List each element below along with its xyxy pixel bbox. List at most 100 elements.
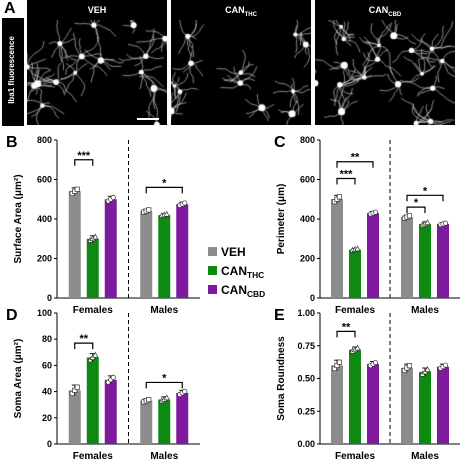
category-label: Males (150, 305, 178, 316)
y-tick-label: 0.50 (297, 374, 315, 384)
y-tick-label: 80 (42, 334, 52, 344)
bar (401, 368, 413, 444)
y-tick-label: 0 (47, 293, 52, 303)
legend-label: CANTHC (221, 264, 264, 280)
category-label: Females (335, 305, 375, 316)
micrograph-can-cbd: CANCBD (315, 0, 455, 125)
significance-bracket (336, 330, 356, 338)
y-tick-label: 0 (310, 293, 315, 303)
bar (367, 364, 379, 444)
micrograph-can-cbd-image (315, 20, 455, 125)
legend-swatch (208, 247, 217, 256)
scale-bar (137, 118, 159, 120)
significance-label: *** (340, 169, 354, 181)
significance-bracket (406, 194, 444, 202)
significance-bracket (145, 381, 183, 389)
data-point (146, 207, 152, 213)
bar (104, 379, 117, 444)
category-label: Males (411, 451, 439, 462)
significance-bracket (74, 342, 94, 350)
legend-label: VEH (221, 245, 246, 259)
significance-bracket (336, 161, 374, 168)
y-tick-label: 200 (300, 254, 315, 264)
bar (140, 211, 153, 298)
data-point (406, 363, 413, 369)
significance-label: ** (79, 333, 88, 345)
y-tick-label: 60 (42, 360, 52, 370)
data-point (354, 344, 361, 351)
bar (104, 199, 117, 298)
bar (401, 217, 413, 298)
micrograph-can-thc-image (171, 20, 311, 125)
chart-panel-e: E 0.00 0.25 0.50 0.75 1.00 Soma Roundness Femal… (274, 307, 460, 462)
y-tick-label: 0.25 (297, 406, 315, 416)
y-axis-label: Soma Area (μm²) (13, 339, 24, 419)
panel-letter-a: A (4, 0, 16, 17)
legend-label: CANCBD (221, 283, 265, 299)
micrograph-veh-image (27, 20, 167, 125)
y-tick-label: 40 (42, 387, 52, 397)
micrograph-can-thc: CANTHC (171, 0, 311, 125)
data-point (92, 233, 99, 240)
data-point (163, 210, 170, 217)
y-tick-label: 20 (42, 413, 52, 423)
y-axis-label: Perimeter (μm) (276, 184, 287, 255)
category-label: Males (150, 451, 178, 462)
y-tick-label: 800 (37, 135, 52, 145)
data-point (354, 245, 361, 252)
bar (68, 191, 81, 298)
y-tick-label: 1.00 (297, 308, 315, 318)
data-point (442, 220, 449, 226)
data-point (92, 351, 99, 358)
data-point (442, 362, 449, 368)
bar (349, 249, 361, 298)
y-tick-label: 0.75 (297, 341, 315, 351)
bar (176, 204, 189, 298)
data-point (372, 209, 379, 215)
y-tick-label: 200 (37, 254, 52, 264)
bar (158, 215, 171, 298)
bar (86, 357, 99, 444)
y-tick-label: 600 (300, 175, 315, 185)
data-point (74, 186, 80, 192)
bar (86, 238, 99, 298)
data-point (146, 397, 152, 403)
bar (331, 199, 343, 298)
bar (419, 223, 431, 298)
significance-label: ** (342, 321, 351, 333)
legend-swatch (208, 266, 217, 275)
data-point (336, 359, 343, 365)
category-label: Females (73, 305, 113, 316)
category-label: Males (411, 305, 439, 316)
data-point (372, 359, 379, 366)
significance-bracket (406, 206, 426, 214)
significance-label: * (423, 185, 428, 197)
bar (176, 392, 189, 444)
legend: VEH CANTHC CANCBD (208, 245, 265, 299)
data-point (424, 219, 431, 226)
significance-bracket (145, 186, 183, 194)
data-point (424, 366, 431, 372)
bar (140, 400, 153, 444)
y-tick-label: 0.00 (297, 439, 315, 449)
y-tick-label: 800 (300, 135, 315, 145)
y-tick-label: 100 (37, 308, 52, 318)
bar (68, 390, 81, 444)
bar (367, 213, 379, 298)
data-point (182, 388, 188, 394)
bar (437, 223, 449, 298)
data-point (182, 200, 188, 206)
bar (437, 366, 449, 444)
y-tick-label: 600 (37, 175, 52, 185)
category-label: Females (335, 451, 375, 462)
bar (349, 349, 361, 444)
data-point (74, 384, 80, 390)
data-point (110, 374, 116, 381)
significance-bracket (74, 159, 94, 166)
chart-panel-b: B 0 200 400 600 800 Surface Area (μm²) Females M… (6, 134, 200, 316)
panel-letter-e: E (274, 307, 285, 324)
significance-bracket (336, 177, 356, 185)
chart-panel-d: D 0 20 40 60 80 100 Soma Area (μm²) Females Males… (6, 307, 200, 462)
category-label: Females (73, 451, 113, 462)
